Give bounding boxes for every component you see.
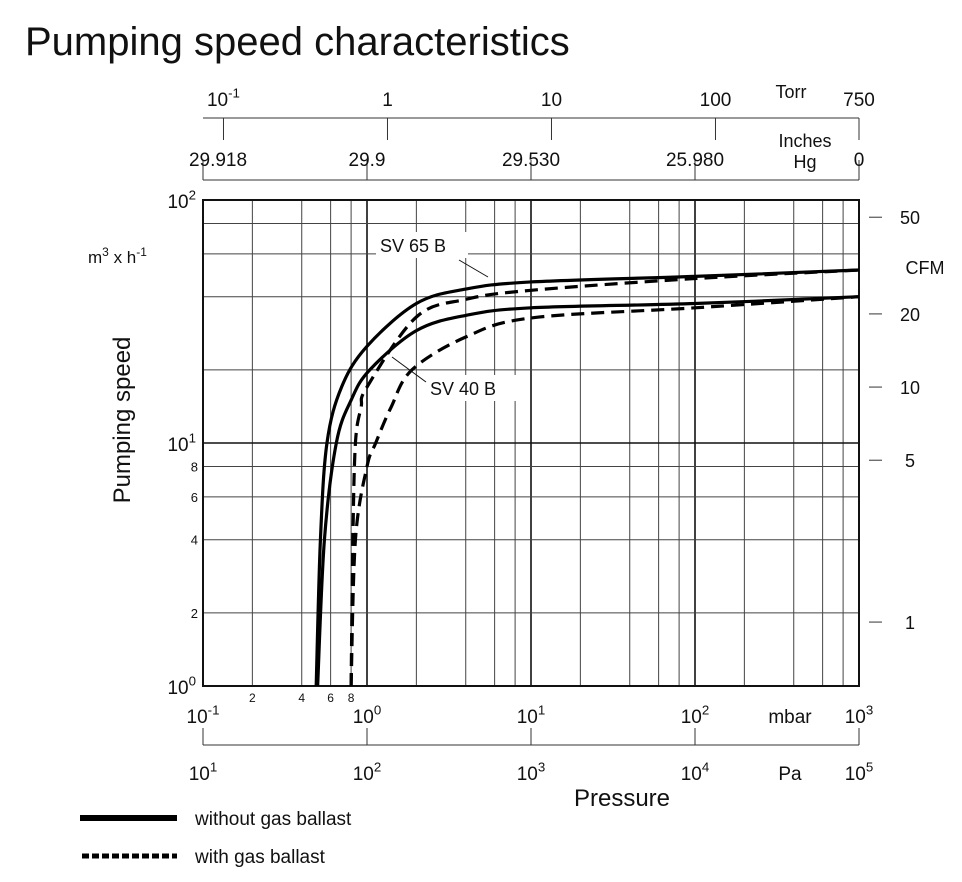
annotation-sv40b: SV 40 B — [430, 379, 496, 399]
series-line-sv-40-b-dashed — [349, 295, 860, 687]
pa-tick-label: 104 — [681, 759, 710, 785]
cfm-unit: CFM — [906, 258, 945, 278]
y-minor-tick-label: 8 — [191, 460, 198, 475]
torr-tick-label: 100 — [700, 90, 732, 111]
x-tick-label: 10-1 — [187, 702, 220, 728]
cfm-tick-label: 10 — [900, 378, 920, 398]
torr-tick-label: 10 — [541, 90, 562, 111]
annotation-leader — [391, 356, 427, 383]
x-tick-label: 100 — [353, 702, 382, 728]
inhg-tick-label: 29.530 — [502, 150, 560, 171]
torr-tick-label: 750 — [843, 90, 875, 111]
annotation-sv65b: SV 65 B — [380, 236, 446, 256]
cfm-tick-label: 5 — [905, 451, 915, 471]
cfm-tick-label: 1 — [905, 613, 915, 633]
chart-title: Pumping speed characteristics — [25, 20, 570, 64]
inhg-tick-label: 29.918 — [189, 150, 247, 171]
inhg-unit-line1: Inches — [778, 131, 831, 151]
y-minor-tick-label: 6 — [191, 490, 198, 505]
plot-frame — [202, 199, 860, 687]
annotation-bg — [426, 375, 518, 401]
series-line-sv-65-b-dashed — [349, 268, 860, 687]
annotation-leader — [458, 259, 489, 278]
x-tick-label: 103 — [845, 702, 874, 728]
inhg-tick-label: 0 — [854, 150, 865, 171]
x-minor-tick-label: 4 — [298, 691, 305, 705]
y-tick-label: 101 — [167, 430, 196, 456]
y-minor-tick-label: 2 — [191, 606, 198, 621]
series-line-sv-40-b-solid — [316, 295, 860, 687]
pa-unit: Pa — [778, 764, 802, 785]
legend-label: without gas ballast — [194, 809, 352, 830]
x-minor-tick-label: 2 — [249, 691, 256, 705]
y-tick-label: 102 — [167, 187, 196, 213]
x-tick-label: 101 — [517, 702, 546, 728]
y-axis-label: Pumping speed — [109, 337, 136, 504]
pa-tick-label: 105 — [845, 759, 874, 785]
series-line-sv-65-b-solid — [314, 268, 860, 687]
inhg-tick-label: 25.980 — [666, 150, 724, 171]
x-axis-label: Pressure — [574, 785, 670, 812]
y-minor-tick-label: 4 — [191, 533, 198, 548]
torr-tick-label: 1 — [382, 90, 393, 111]
cfm-tick-label: 50 — [900, 208, 920, 228]
cfm-tick-label: 20 — [900, 305, 920, 325]
pa-tick-label: 102 — [353, 759, 382, 785]
x-tick-label: 102 — [681, 702, 710, 728]
y-unit-label: m3 x h-1 — [88, 245, 147, 267]
pa-tick-label: 101 — [189, 759, 218, 785]
x-minor-tick-label: 8 — [348, 691, 355, 705]
legend-label: with gas ballast — [194, 847, 326, 868]
inhg-unit-line2: Hg — [793, 152, 816, 172]
x-minor-tick-label: 6 — [327, 691, 334, 705]
y-tick-label: 100 — [167, 673, 196, 699]
x-unit-mbar: mbar — [768, 707, 812, 728]
torr-unit: Torr — [776, 82, 807, 102]
annotation-bg — [376, 232, 468, 258]
torr-tick-label: 10-1 — [207, 85, 240, 111]
pa-tick-label: 103 — [517, 759, 546, 785]
inhg-tick-label: 29.9 — [349, 150, 386, 171]
